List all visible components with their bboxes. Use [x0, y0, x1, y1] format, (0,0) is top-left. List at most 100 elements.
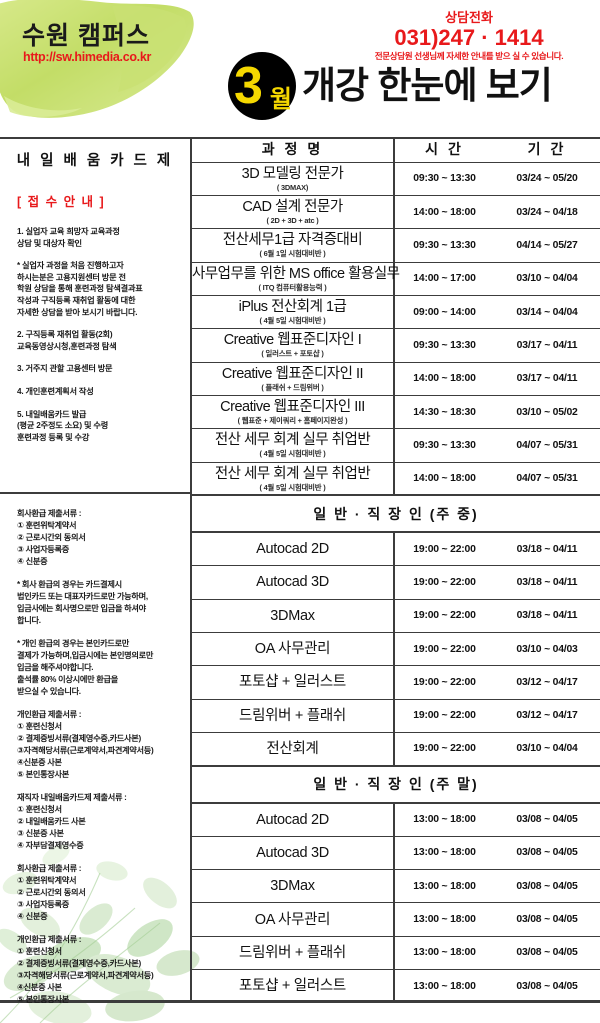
cell-course-name: OA 사무관리	[192, 632, 395, 667]
cell-course-name: 전산 세무 회계 실무 취업반( 4월 5일 시험대비반 )	[192, 428, 395, 463]
sidebar-step-list: 1. 실업자 교육 희망자 교육과정 상담 및 대상자 확인 * 실업자 과정을…	[17, 226, 182, 443]
poster-header: 수원 캠퍼스 http://sw.himedia.co.kr 상담전화 031)…	[0, 0, 600, 137]
cell-course-period: 03/08 ~ 04/05	[494, 902, 600, 937]
cell-course-name: 사무업무를 위한 MS office 활용실무( ITQ 컴퓨터활용능력 )	[192, 262, 400, 296]
cell-course-name: 포토샵 + 일러스트	[192, 665, 395, 700]
table-row[interactable]: 전산 세무 회계 실무 취업반( 4월 5일 시험대비반 ) 09:30 ~ 13…	[192, 428, 600, 463]
cell-course-time: 14:00 ~ 18:00	[394, 195, 494, 230]
table-row[interactable]: 사무업무를 위한 MS office 활용실무( ITQ 컴퓨터활용능력 ) 14…	[192, 262, 600, 296]
table-row[interactable]: 포토샵 + 일러스트 13:00 ~ 18:00 03/08 ~ 04/05	[192, 969, 600, 1003]
table-header: 과 정 명 시 간 기 간	[192, 137, 600, 163]
schedule-table-area: 과 정 명 시 간 기 간 3D 모델링 전문가( 3DMAX) 09:30 ~ …	[192, 137, 600, 1003]
table-row[interactable]: CAD 설계 전문가( 2D + 3D + atc ) 14:00 ~ 18:00…	[192, 195, 600, 230]
cell-course-time: 19:00 ~ 22:00	[394, 699, 494, 734]
course-title: Autocad 3D	[256, 844, 329, 861]
table-row[interactable]: 전산세무1급 자격증대비( 6월 1일 시험대비반 ) 09:30 ~ 13:30…	[192, 228, 600, 263]
table-row[interactable]: OA 사무관리 19:00 ~ 22:00 03/10 ~ 04/03	[192, 632, 600, 667]
table-row[interactable]: OA 사무관리 13:00 ~ 18:00 03/08 ~ 04/05	[192, 902, 600, 937]
table-row[interactable]: 3DMax 13:00 ~ 18:00 03/08 ~ 04/05	[192, 869, 600, 904]
course-title: OA 사무관리	[254, 641, 331, 658]
cell-course-period: 03/12 ~ 04/17	[494, 665, 600, 700]
table-row[interactable]: 전산회계 19:00 ~ 22:00 03/10 ~ 04/04	[192, 732, 600, 767]
cell-course-time: 13:00 ~ 18:00	[394, 902, 494, 937]
sidebar-step: 2. 구직등록 재취업 활동(2회) 교육동영상시청,훈련과정 탐색	[17, 330, 117, 351]
cell-course-period: 03/24 ~ 05/20	[494, 162, 600, 196]
table-row[interactable]: Autocad 3D 19:00 ~ 22:00 03/18 ~ 04/11	[192, 565, 600, 600]
cell-course-name: Autocad 2D	[192, 802, 395, 837]
cell-course-time: 14:00 ~ 17:00	[394, 262, 494, 296]
cell-course-period: 03/14 ~ 04/04	[494, 295, 600, 330]
course-title: Autocad 3D	[256, 574, 329, 591]
table-row[interactable]: Creative 웹표준디자인 III( 웹표준 + 제이쿼리 + 홈페이지완성…	[192, 395, 600, 430]
table-row[interactable]: Creative 웹표준디자인 I( 일러스트 + 포토샵 ) 09:30 ~ 1…	[192, 328, 600, 363]
course-subtitle: ( 4월 5일 시험대비반 )	[259, 316, 326, 326]
phone-number: 031)247 · 1414	[394, 25, 544, 50]
table-row[interactable]: 드림위버 + 플래쉬 19:00 ~ 22:00 03/12 ~ 04/17	[192, 699, 600, 734]
table-row[interactable]: Autocad 3D 13:00 ~ 18:00 03/08 ~ 04/05	[192, 836, 600, 871]
cell-course-time: 09:30 ~ 13:30	[394, 428, 494, 463]
cell-course-name: Autocad 2D	[192, 532, 395, 567]
cell-course-time: 09:30 ~ 13:30	[394, 228, 494, 263]
table-body: 3D 모델링 전문가( 3DMAX) 09:30 ~ 13:30 03/24 ~ 0…	[192, 162, 600, 1003]
course-title: Autocad 2D	[256, 811, 329, 828]
table-section-heading: 일 반 · 직 장 인 (주 중)	[192, 494, 600, 534]
cell-course-period: 04/07 ~ 05/31	[494, 462, 600, 496]
table-row[interactable]: 드림위버 + 플래쉬 13:00 ~ 18:00 03/08 ~ 04/05	[192, 936, 600, 971]
sidebar-info-panel: 내 일 배 움 카 드 제 [ 접 수 안 내 ] 1. 실업자 교육 희망자 …	[0, 137, 192, 1003]
course-schedule-table: 과 정 명 시 간 기 간 3D 모델링 전문가( 3DMAX) 09:30 ~ …	[192, 137, 600, 1003]
green-brush-stroke	[0, 0, 200, 124]
sidebar-step: 1. 실업자 교육 희망자 교육과정 상담 및 대상자 확인	[17, 227, 120, 248]
cell-course-name: Autocad 3D	[192, 565, 395, 600]
course-subtitle: ( ITQ 컴퓨터활용능력 )	[258, 282, 327, 292]
course-title: Creative 웹표준디자인 I	[223, 332, 362, 349]
cell-course-time: 13:00 ~ 18:00	[394, 802, 494, 837]
cell-course-name: 전산 세무 회계 실무 취업반( 4월 5일 시험대비반 )	[192, 462, 395, 496]
cell-course-time: 14:00 ~ 18:00	[394, 462, 494, 496]
month-badge: 3 월	[228, 52, 296, 120]
table-row[interactable]: 포토샵 + 일러스트 19:00 ~ 22:00 03/12 ~ 04/17	[192, 665, 600, 700]
cell-course-name: OA 사무관리	[192, 902, 395, 937]
cell-course-period: 03/18 ~ 04/11	[494, 565, 600, 600]
cell-course-time: 19:00 ~ 22:00	[394, 732, 494, 767]
course-title: 전산 세무 회계 실무 취업반	[214, 465, 371, 482]
course-title: OA 사무관리	[254, 911, 331, 928]
sidebar-doc-block: 회사환급 제출서류 : ① 훈련위탁계약서 ② 근로시간외 동의서 ③ 사업자등…	[17, 509, 86, 566]
sidebar-step: 3. 거주지 관할 고용센터 방문	[17, 364, 113, 374]
cell-course-name: 3DMax	[192, 869, 395, 904]
cell-course-time: 09:30 ~ 13:30	[394, 328, 494, 363]
sidebar-title: 내 일 배 움 카 드 제	[16, 153, 174, 169]
cell-course-name: Creative 웹표준디자인 II( 플래쉬 + 드림위버 )	[192, 362, 395, 396]
table-row[interactable]: 전산 세무 회계 실무 취업반( 4월 5일 시험대비반 ) 14:00 ~ 18…	[192, 462, 600, 496]
table-section-heading-row: 일 반 · 직 장 인 (주 중)	[192, 494, 600, 534]
cell-course-period: 03/18 ~ 04/11	[494, 599, 600, 633]
cell-course-time: 09:00 ~ 14:00	[394, 295, 494, 330]
table-row[interactable]: 3D 모델링 전문가( 3DMAX) 09:30 ~ 13:30 03/24 ~ 0…	[192, 162, 600, 196]
cell-course-time: 19:00 ~ 22:00	[394, 532, 494, 567]
poster-title-row: 3 월 개강 한눈에 보기	[228, 52, 553, 120]
course-title: 드림위버 + 플래쉬	[239, 707, 346, 724]
table-row[interactable]: Autocad 2D 13:00 ~ 18:00 03/08 ~ 04/05	[192, 802, 600, 837]
table-row[interactable]: 3DMax 19:00 ~ 22:00 03/18 ~ 04/11	[192, 599, 600, 633]
cell-course-time: 13:00 ~ 18:00	[394, 869, 494, 904]
sidebar-document-list: 회사환급 제출서류 : ① 훈련위탁계약서 ② 근로시간외 동의서 ③ 사업자등…	[0, 494, 190, 1003]
cell-course-period: 03/18 ~ 04/11	[494, 532, 600, 567]
sidebar-doc-block: * 회사 환급의 경우는 카드결제시 법인카드 또는 대표자카드로만 가능하며,…	[17, 580, 148, 625]
course-title: 포토샵 + 일러스트	[239, 674, 346, 691]
course-title: 3DMax	[270, 607, 315, 624]
cell-course-period: 04/07 ~ 05/31	[494, 428, 600, 463]
cell-course-period: 03/17 ~ 04/11	[494, 328, 600, 363]
month-word: 월	[269, 86, 292, 113]
course-subtitle: ( 4월 5일 시험대비반 )	[259, 449, 326, 459]
table-row[interactable]: Autocad 2D 19:00 ~ 22:00 03/18 ~ 04/11	[192, 532, 600, 567]
course-subtitle: ( 플래쉬 + 드림위버 )	[261, 382, 324, 392]
course-title: Creative 웹표준디자인 II	[221, 365, 364, 382]
course-title: Creative 웹표준디자인 III	[220, 399, 365, 416]
cell-course-time: 19:00 ~ 22:00	[394, 665, 494, 700]
cell-course-period: 03/10 ~ 04/04	[494, 262, 600, 296]
table-row[interactable]: Creative 웹표준디자인 II( 플래쉬 + 드림위버 ) 14:00 ~ …	[192, 362, 600, 396]
campus-url-link[interactable]: http://sw.himedia.co.kr	[23, 50, 152, 64]
cell-course-time: 13:00 ~ 18:00	[413, 980, 476, 992]
table-row[interactable]: iPlus 전산회계 1급( 4월 5일 시험대비반 ) 09:00 ~ 14:0…	[192, 295, 600, 330]
sidebar-step: 5. 내일배움카드 발급 (평균 2주정도 소요) 및 수령 훈련과정 등록 및…	[17, 409, 109, 442]
table-section-heading: 일 반 · 직 장 인 (주 말)	[192, 764, 600, 804]
